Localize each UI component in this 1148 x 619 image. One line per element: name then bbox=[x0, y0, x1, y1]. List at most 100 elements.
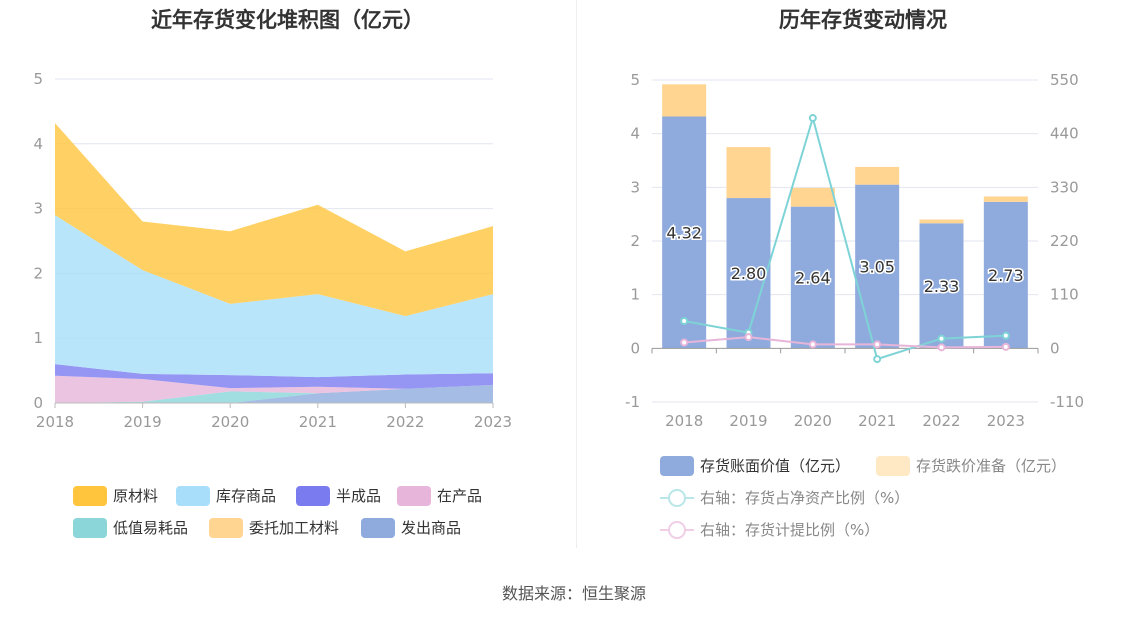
legend-item-net-asset-ratio[interactable]: 右轴：存货占净资产比例（%） bbox=[660, 487, 909, 508]
x-tick-label: 2019 bbox=[729, 412, 767, 430]
bar-impairment bbox=[983, 196, 1028, 202]
bar-value-label: 3.05 bbox=[859, 257, 895, 276]
line-point bbox=[680, 317, 689, 326]
line-point bbox=[808, 114, 817, 123]
legend-swatch bbox=[73, 485, 107, 506]
y2-tick-label: 0 bbox=[1050, 339, 1060, 357]
bar-impairment bbox=[855, 166, 900, 185]
legend-label: 存货账面价值（亿元） bbox=[700, 457, 851, 475]
legend-label: 存货跌价准备（亿元） bbox=[916, 457, 1067, 475]
area-series-在产品 bbox=[55, 375, 493, 403]
legend-label: 原材料 bbox=[113, 487, 159, 505]
legend-swatch bbox=[209, 517, 243, 538]
x-tick-label: 2018 bbox=[665, 412, 703, 430]
y-tick-label: -1 bbox=[625, 393, 640, 411]
legend-item[interactable]: 库存商品 bbox=[176, 485, 276, 506]
area-series-库存商品 bbox=[55, 215, 493, 378]
y2-tick-label: 110 bbox=[1050, 286, 1079, 304]
legend-item[interactable]: 发出商品 bbox=[361, 517, 461, 538]
y2-tick-label: 330 bbox=[1050, 178, 1079, 196]
y2-tick-label: 220 bbox=[1050, 232, 1079, 250]
y-tick-label: 1 bbox=[630, 286, 640, 304]
bar-impairment bbox=[919, 219, 964, 224]
legend-swatch bbox=[73, 517, 107, 538]
legend-item[interactable]: 原材料 bbox=[73, 485, 158, 506]
data-source: 数据来源：恒生聚源 bbox=[501, 584, 646, 603]
y-tick-label: 2 bbox=[630, 232, 640, 250]
bar-impairment bbox=[726, 147, 771, 199]
x-tick-label: 2022 bbox=[922, 412, 960, 430]
left-chart-title: 近年存货变化堆积图（亿元） bbox=[151, 8, 424, 32]
x-tick-label: 2020 bbox=[211, 413, 249, 431]
legend-swatch bbox=[361, 517, 395, 538]
y-tick-label: 0 bbox=[33, 394, 43, 412]
y2-tick-label: 550 bbox=[1050, 71, 1079, 89]
legend-swatch bbox=[397, 485, 431, 506]
bar-book-value bbox=[855, 184, 900, 349]
line-provision-ratio bbox=[684, 336, 1006, 349]
area-series-发出商品 bbox=[55, 384, 493, 403]
y-tick-label: 3 bbox=[630, 178, 640, 196]
bar-value-label: 2.64 bbox=[795, 268, 831, 287]
legend-item-book-value[interactable]: 存货账面价值（亿元） bbox=[660, 455, 850, 476]
y-tick-label: 4 bbox=[630, 125, 640, 143]
y-tick-label: 1 bbox=[33, 329, 43, 347]
line-net-asset-ratio bbox=[683, 114, 1006, 361]
right-chart-title: 历年存货变动情况 bbox=[779, 8, 947, 32]
y2-tick-label: -110 bbox=[1050, 393, 1084, 411]
line-point bbox=[1001, 342, 1010, 351]
legend-item-impairment[interactable]: 存货跌价准备（亿元） bbox=[876, 455, 1066, 476]
line-point bbox=[873, 340, 882, 349]
x-tick-label: 2021 bbox=[858, 412, 896, 430]
legend-line-symbol bbox=[660, 488, 694, 508]
bar-value-label: 2.73 bbox=[988, 266, 1024, 285]
line-point bbox=[937, 343, 946, 352]
bar-value-label: 4.32 bbox=[666, 223, 702, 242]
area-series-半成品 bbox=[55, 364, 493, 389]
y-tick-label: 5 bbox=[33, 70, 43, 88]
y-tick-label: 5 bbox=[630, 71, 640, 89]
legend-label: 发出商品 bbox=[401, 519, 462, 537]
bar-book-value bbox=[919, 223, 964, 349]
x-tick-label: 2018 bbox=[36, 413, 74, 431]
legend-item-provision-ratio[interactable]: 右轴：存货计提比例（%） bbox=[660, 519, 879, 540]
x-tick-label: 2021 bbox=[299, 413, 337, 431]
legend-item[interactable]: 半成品 bbox=[296, 485, 381, 506]
legend-swatch bbox=[660, 455, 694, 476]
panel-divider bbox=[576, 0, 577, 548]
y-tick-label: 2 bbox=[33, 264, 43, 282]
legend-label: 委托加工材料 bbox=[249, 519, 340, 537]
x-tick-label: 2023 bbox=[474, 413, 512, 431]
bar-book-value bbox=[790, 206, 835, 349]
legend-label: 库存商品 bbox=[216, 487, 277, 505]
bar-impairment bbox=[790, 187, 835, 207]
x-tick-label: 2020 bbox=[794, 412, 832, 430]
bar-book-value bbox=[726, 198, 771, 349]
legend-label: 在产品 bbox=[437, 487, 483, 505]
inventory-bar-line-chart: -1 0 1 2 3 4 5 -110 0 110 220 330 440 550 4.32 2.80 2.64… bbox=[625, 71, 1084, 430]
y-tick-label: 0 bbox=[630, 339, 640, 357]
legend-label: 半成品 bbox=[336, 487, 382, 505]
stacked-area-chart: 0 1 2 3 4 5 2018 2019 2020 2021 2022 2023 bbox=[33, 70, 512, 431]
bar-book-value bbox=[983, 201, 1028, 349]
legend-label: 低值易耗品 bbox=[113, 519, 189, 537]
x-tick-label: 2023 bbox=[987, 412, 1025, 430]
line-point bbox=[1001, 331, 1010, 340]
legend-item[interactable]: 低值易耗品 bbox=[73, 517, 188, 538]
bar-value-label: 2.33 bbox=[924, 277, 960, 296]
legend-item[interactable]: 在产品 bbox=[397, 485, 482, 506]
legend-label: 右轴：存货计提比例（%） bbox=[700, 521, 880, 539]
legend-line-symbol bbox=[660, 520, 694, 540]
legend-item[interactable]: 委托加工材料 bbox=[209, 517, 339, 538]
line-point bbox=[680, 338, 689, 347]
line-point bbox=[808, 340, 817, 349]
area-series-原材料 bbox=[55, 123, 493, 317]
bar-value-label: 2.80 bbox=[731, 264, 767, 283]
x-tick-label: 2022 bbox=[386, 413, 424, 431]
line-point bbox=[873, 355, 882, 364]
legend-swatch bbox=[296, 485, 330, 506]
bar-impairment bbox=[662, 84, 707, 117]
legend-label: 右轴：存货占净资产比例（%） bbox=[700, 489, 910, 507]
legend-swatch bbox=[876, 455, 910, 476]
x-tick-label: 2019 bbox=[124, 413, 162, 431]
